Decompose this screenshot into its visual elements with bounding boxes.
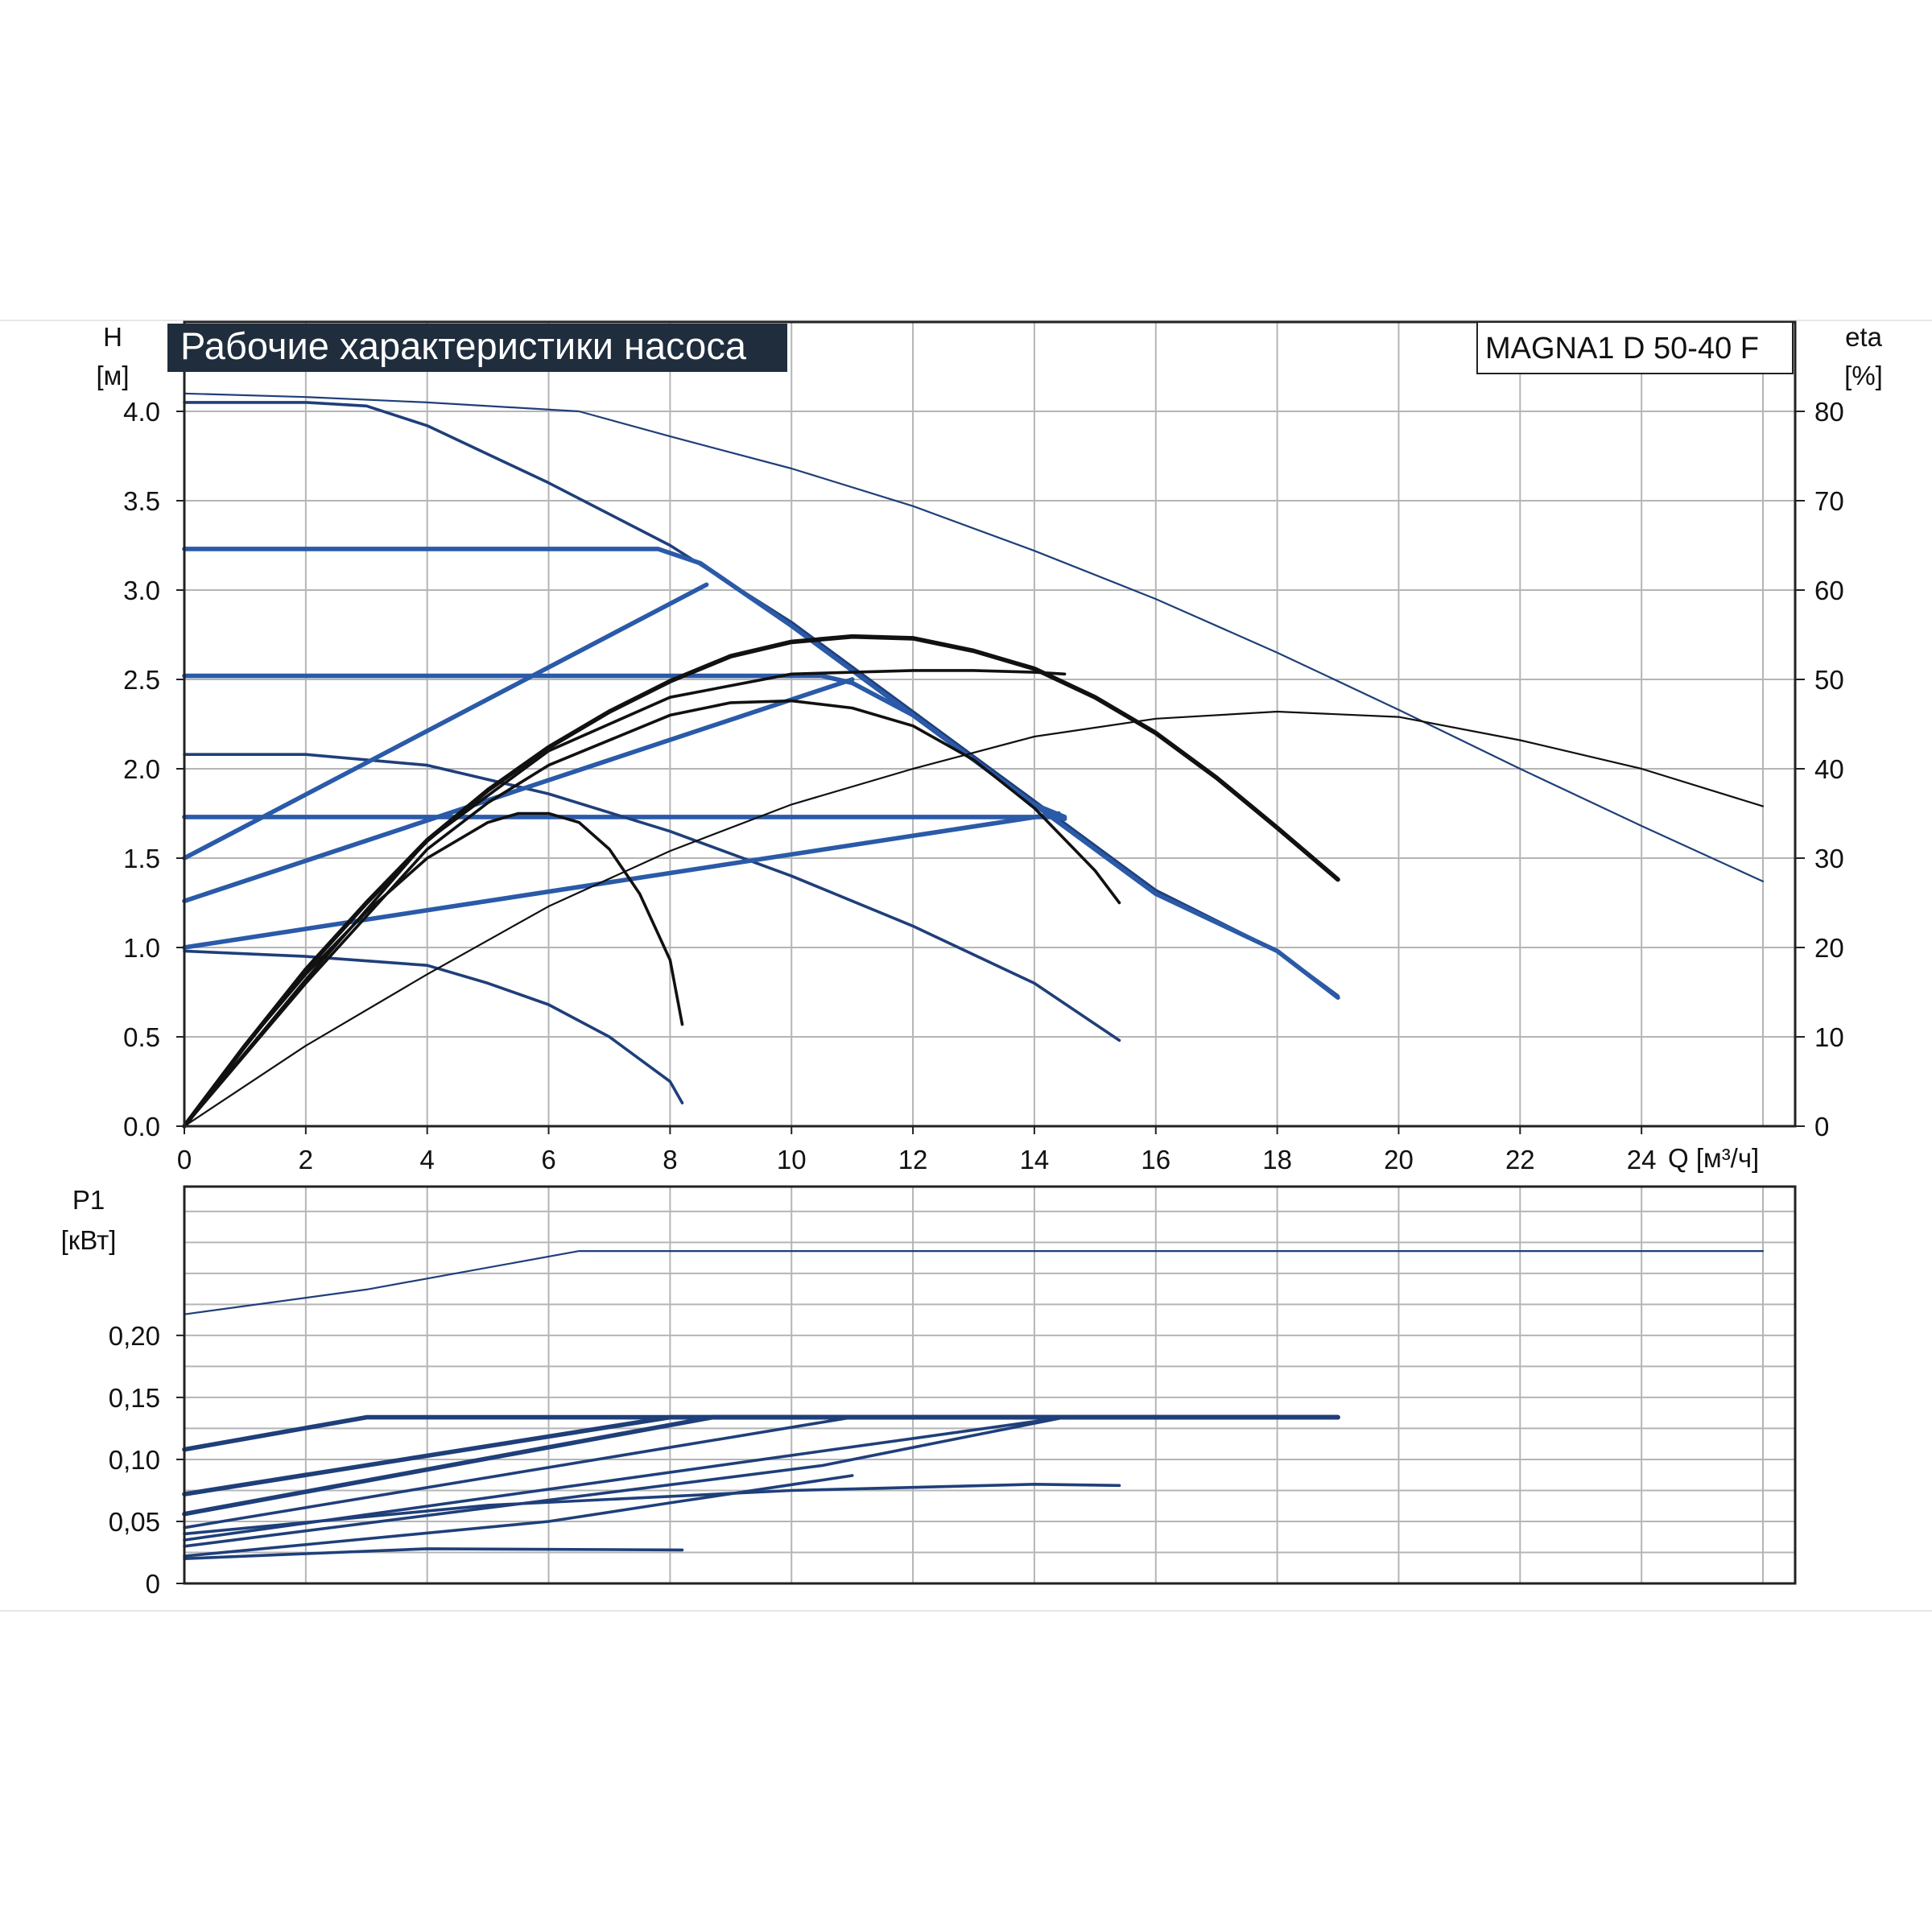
power-y-ticks: 0 0,05 0,10 0,15 0,20 [109,1321,184,1599]
head-x-tick-label: 24 [1627,1145,1657,1174]
efficiency-y-tick-label: 0 [1814,1112,1829,1141]
head-curve [182,811,1061,950]
flow-axis-label: Q [м³/ч] [1668,1143,1759,1173]
power-axis-unit: [кВт] [61,1225,117,1255]
head-y-tick-label: 0.5 [123,1022,160,1052]
efficiency-axis-unit: [%] [1844,361,1883,390]
head-curve [183,392,1765,883]
head-curve [182,815,1067,822]
head-y-tick-label: 3.0 [123,576,160,605]
head-x-tick-label: 0 [177,1145,192,1174]
head-x-tick-label: 16 [1141,1145,1170,1174]
head-x-tick-label: 2 [299,1145,313,1174]
head-axis-unit: [м] [96,361,129,390]
head-x-tick-label: 14 [1020,1145,1050,1174]
model-label-box [1476,321,1794,374]
chart-title: Рабочие характеристики насоса [180,324,747,367]
efficiency-y-tick-label: 60 [1814,576,1844,605]
power-curve [183,1547,684,1560]
model-label: MAGNA1 D 50-40 F [1485,332,1759,365]
efficiency-y-tick-label: 20 [1814,933,1844,963]
head-x-tick-label: 22 [1505,1145,1535,1174]
efficiency-y-tick-label: 40 [1814,754,1844,784]
power-curve [183,1474,854,1558]
power-plot: 0 0,05 0,10 0,15 0,20 P1 [кВт] [61,1185,1797,1599]
power-curve [183,1249,1765,1315]
head-axis-symbol: H [103,322,122,352]
head-y-tick-label: 3.5 [123,486,160,516]
head-x-tick-label: 12 [898,1145,928,1174]
power-y-tick-label: 0,20 [109,1321,160,1351]
head-curve [183,753,1121,1042]
power-plot-curves [182,1249,1765,1560]
head-y-ticks: 0.0 0.5 1.0 1.5 2.0 2.5 3.0 3.5 4.0 [123,397,184,1141]
head-y-tick-label: 2.0 [123,754,160,784]
head-plot-frame [183,320,1797,1128]
head-y-tick-label: 0.0 [123,1112,160,1141]
head-curve [182,547,1340,1000]
efficiency-curve [183,811,684,1128]
head-curve [182,673,1067,819]
power-y-tick-label: 0,10 [109,1445,160,1475]
head-x-tick-label: 4 [420,1145,435,1174]
head-curve [183,401,1340,997]
power-y-tick-label: 0,05 [109,1507,160,1537]
efficiency-y-tick-label: 10 [1814,1022,1844,1052]
head-x-ticks: 0 2 4 6 8 10 12 14 16 18 20 22 24 [177,1126,1657,1174]
head-x-tick-label: 8 [663,1145,677,1174]
head-x-tick-label: 18 [1262,1145,1292,1174]
power-plot-frame [183,1185,1797,1585]
head-x-tick-label: 10 [777,1145,807,1174]
head-y-tick-label: 4.0 [123,397,160,427]
head-y-tick-label: 1.5 [123,844,160,873]
head-curve [182,582,709,861]
efficiency-y-tick-label: 50 [1814,665,1844,695]
head-plot-curves [182,392,1765,1129]
efficiency-y-tick-label: 80 [1814,397,1844,427]
power-y-tick-label: 0 [146,1569,160,1599]
efficiency-y-tick-label: 70 [1814,486,1844,516]
head-plot-grid [184,321,1795,1127]
power-curve [183,1483,1121,1536]
power-curve [183,1415,1067,1548]
efficiency-curve [183,699,1121,1128]
head-y-tick-label: 2.5 [123,665,160,695]
power-y-tick-label: 0,15 [109,1383,160,1413]
chart-title-box [167,324,787,372]
head-plot: 0.00.51.01.52.02.53.03.54.0 010203040506… [96,320,1883,1174]
head-x-tick-label: 20 [1384,1145,1414,1174]
power-plot-grid [184,1187,1795,1584]
head-curve [182,677,855,904]
head-y-tick-label: 1.0 [123,933,160,963]
efficiency-y-ticks: 0 10 20 30 40 50 60 70 80 [1795,397,1844,1141]
efficiency-axis-symbol: eta [1845,322,1883,352]
efficiency-curve [183,710,1765,1128]
efficiency-y-tick-label: 30 [1814,844,1844,873]
power-axis-symbol: P1 [72,1185,105,1215]
efficiency-curve [183,669,1067,1128]
head-x-tick-label: 6 [541,1145,555,1174]
efficiency-curve [182,634,1340,1129]
